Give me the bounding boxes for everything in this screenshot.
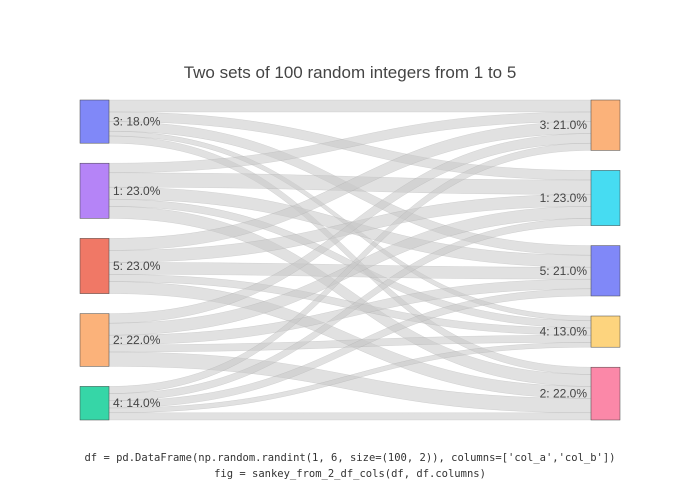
source-node <box>79 162 110 219</box>
target-node-label: 3: 21.0% <box>540 118 588 132</box>
sankey-nodes <box>79 99 621 421</box>
source-node-label: 4: 14.0% <box>113 396 161 410</box>
target-node-label: 5: 21.0% <box>540 264 588 278</box>
source-node <box>79 99 110 144</box>
code-caption-line-2: fig = sankey_from_2_df_cols(df, df.colum… <box>214 468 486 480</box>
target-node-label: 4: 13.0% <box>540 325 588 339</box>
sankey-node-labels: 3: 18.0% 1: 23.0% 5: 23.0% 2: 22.0% 4: 14.0%… <box>113 115 587 411</box>
target-node <box>590 170 621 226</box>
source-node <box>79 386 110 421</box>
source-node <box>79 238 110 294</box>
target-node <box>590 245 621 297</box>
chart-title: Two sets of 100 random integers from 1 t… <box>184 63 517 82</box>
target-node <box>590 366 621 421</box>
sankey-link <box>108 99 592 113</box>
source-node-label: 5: 23.0% <box>113 259 161 273</box>
sankey-links <box>108 99 592 421</box>
sankey-link <box>108 412 592 421</box>
target-node <box>590 99 621 151</box>
code-caption-line-1: df = pd.DataFrame(np.random.randint(1, 6… <box>84 452 616 464</box>
source-node <box>79 313 110 367</box>
source-node-label: 3: 18.0% <box>113 115 161 129</box>
source-node-label: 2: 22.0% <box>113 333 161 347</box>
target-node-label: 2: 22.0% <box>540 387 588 401</box>
source-node-label: 1: 23.0% <box>113 184 161 198</box>
target-node <box>590 315 621 348</box>
target-node-label: 1: 23.0% <box>540 191 588 205</box>
sankey-chart: Two sets of 100 random integers from 1 t… <box>79 63 621 421</box>
